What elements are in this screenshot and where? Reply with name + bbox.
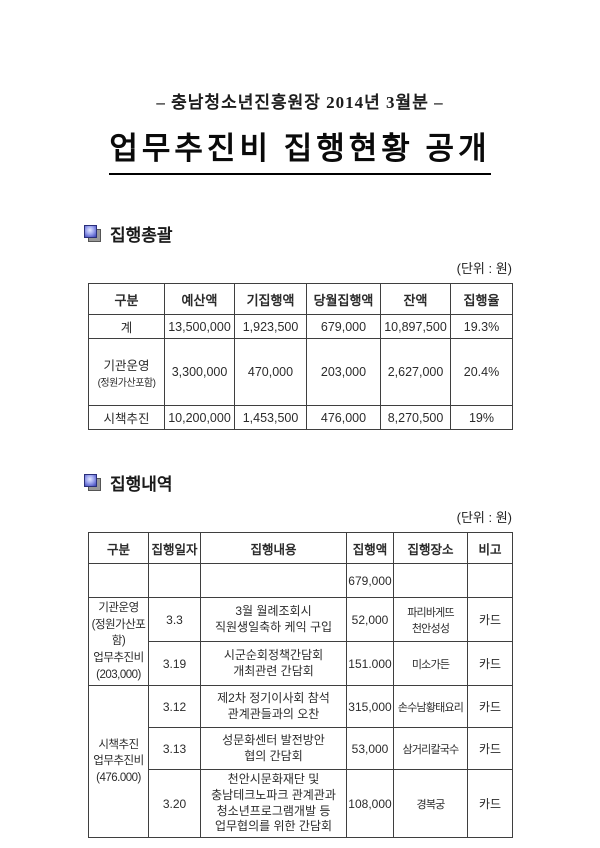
cell-executed-prior: 1,923,500 xyxy=(234,314,307,339)
empty-cell xyxy=(148,563,201,598)
cell-note: 카드 xyxy=(467,769,513,838)
document-title: 업무추진비 집행현황 공개 xyxy=(109,123,491,175)
col-header-date: 집행일자 xyxy=(148,532,201,564)
cell-executed-prior: 1,453,500 xyxy=(234,405,307,430)
table-row-institution: 기관운영 (정원가산포함) 3,300,000 470,000 203,000 … xyxy=(88,338,513,406)
cell-desc: 3월 월례조회시 직원생일축하 케익 구입 xyxy=(200,596,347,643)
cell-balance: 2,627,000 xyxy=(380,338,451,406)
table-row-total: 계 13,500,000 1,923,500 679,000 10,897,50… xyxy=(88,314,513,339)
col-header-category: 구분 xyxy=(88,532,149,564)
cell-date: 3.19 xyxy=(148,641,201,687)
summary-table: 구분 예산액 기집행액 당월집행액 잔액 집행율 계 13,500,000 1,… xyxy=(88,283,513,430)
cell-amount: 52,000 xyxy=(346,596,394,643)
cell-place: 경복궁 xyxy=(393,769,468,838)
empty-cell xyxy=(393,563,468,598)
cell-amount: 151.000 xyxy=(346,641,394,687)
blue-square-bullet-icon xyxy=(84,225,101,242)
col-header-budget: 예산액 xyxy=(164,283,235,315)
summary-header-row: 구분 예산액 기집행액 당월집행액 잔액 집행율 xyxy=(88,283,513,315)
cell-date: 3.20 xyxy=(148,769,201,838)
table-row: 3.19 시군순회정책간담회 개최관련 간담회 151.000 미소가든 카드 xyxy=(89,641,513,687)
group-label-institution: 기관운영 (정원가산포함) 업무추진비 (203,000) xyxy=(88,596,149,687)
cell-note: 카드 xyxy=(467,641,513,687)
cell-place: 미소가든 xyxy=(393,641,468,687)
category-sub: (정원가산포함) xyxy=(97,378,156,389)
empty-cell xyxy=(467,563,513,598)
cell-executed-prior: 470,000 xyxy=(234,338,307,406)
table-row-subtotal: 679,000 xyxy=(88,563,513,598)
cell-rate: 19% xyxy=(450,405,513,430)
document-subtitle: – 충남청소년진흥원장 2014년 3월분 – xyxy=(156,93,444,112)
table-row: 3.20 천안시문화재단 및 충남테크노파크 관계관과 청소년프로그램개발 등 … xyxy=(89,769,513,838)
empty-cell xyxy=(88,563,149,598)
cell-date: 3.3 xyxy=(148,596,201,643)
cell-place: 파리바게뜨 천안성성 xyxy=(393,596,468,643)
col-header-executed-month: 당월집행액 xyxy=(306,283,381,315)
cell-place: 손수남황태요리 xyxy=(393,685,468,729)
cell-desc: 성문화센터 발전방안 협의 간담회 xyxy=(200,727,347,771)
details-table: 구분 집행일자 집행내용 집행액 집행장소 비고 679,000 기관운영 (정… xyxy=(88,532,513,838)
col-header-rate: 집행율 xyxy=(450,283,513,315)
col-header-desc: 집행내용 xyxy=(200,532,347,564)
table-row: 시책추진 업무추진비 (476.000) 3.12 제2차 정기이사회 참석 관… xyxy=(88,685,513,838)
category-main: 기관운영 xyxy=(103,359,150,373)
cell-rate: 19.3% xyxy=(450,314,513,339)
cell-desc: 시군순회정책간담회 개최관련 간담회 xyxy=(200,641,347,687)
col-header-note: 비고 xyxy=(467,532,513,564)
cell-date: 3.12 xyxy=(148,685,201,729)
cell-note: 카드 xyxy=(467,727,513,771)
empty-cell xyxy=(200,563,347,598)
document-title-wrap: 업무추진비 집행현황 공개 xyxy=(0,123,600,175)
group-label-policy: 시책추진 업무추진비 (476.000) xyxy=(88,685,149,838)
cell-rate: 20.4% xyxy=(450,338,513,406)
cell-date: 3.13 xyxy=(148,727,201,771)
cell-balance: 8,270,500 xyxy=(380,405,451,430)
cell-note: 카드 xyxy=(467,685,513,729)
cell-category: 시책추진 xyxy=(88,405,165,430)
unit-note-summary: (단위 : 원) xyxy=(456,261,512,276)
section-heading-details: 집행내역 xyxy=(84,470,600,495)
cell-executed-month: 203,000 xyxy=(306,338,381,406)
cell-amount: 315,000 xyxy=(346,685,394,729)
table-row: 기관운영 (정원가산포함) 업무추진비 (203,000) 3.3 3월 월례조… xyxy=(88,596,513,687)
col-header-category: 구분 xyxy=(88,283,165,315)
cell-note: 카드 xyxy=(467,596,513,643)
cell-category: 계 xyxy=(88,314,165,339)
col-header-executed-prior: 기집행액 xyxy=(234,283,307,315)
cell-amount: 53,000 xyxy=(346,727,394,771)
cell-balance: 10,897,500 xyxy=(380,314,451,339)
section-title-summary: 집행총괄 xyxy=(110,226,173,245)
cell-desc: 천안시문화재단 및 충남테크노파크 관계관과 청소년프로그램개발 등 업무협의를… xyxy=(200,769,347,838)
col-header-place: 집행장소 xyxy=(393,532,468,564)
bullet-face xyxy=(84,474,97,487)
cell-budget: 3,300,000 xyxy=(164,338,235,406)
table-row: 3.13 성문화센터 발전방안 협의 간담회 53,000 삼거리칼국수 카드 xyxy=(89,727,513,771)
cell-budget: 10,200,000 xyxy=(164,405,235,430)
cell-amount: 679,000 xyxy=(346,563,394,598)
unit-note-details: (단위 : 원) xyxy=(456,510,512,525)
cell-category: 기관운영 (정원가산포함) xyxy=(88,338,165,406)
cell-amount: 108,000 xyxy=(346,769,394,838)
col-header-balance: 잔액 xyxy=(380,283,451,315)
section-title-details: 집행내역 xyxy=(110,475,173,494)
col-header-amount: 집행액 xyxy=(346,532,394,564)
bullet-face xyxy=(84,225,97,238)
cell-executed-month: 679,000 xyxy=(306,314,381,339)
cell-place: 삼거리칼국수 xyxy=(393,727,468,771)
cell-executed-month: 476,000 xyxy=(306,405,381,430)
cell-budget: 13,500,000 xyxy=(164,314,235,339)
cell-desc: 제2차 정기이사회 참석 관계관들과의 오찬 xyxy=(200,685,347,729)
section-heading-summary: 집행총괄 xyxy=(84,221,600,246)
blue-square-bullet-icon xyxy=(84,474,101,491)
details-header-row: 구분 집행일자 집행내용 집행액 집행장소 비고 xyxy=(88,532,513,564)
table-row-policy: 시책추진 10,200,000 1,453,500 476,000 8,270,… xyxy=(88,405,513,430)
